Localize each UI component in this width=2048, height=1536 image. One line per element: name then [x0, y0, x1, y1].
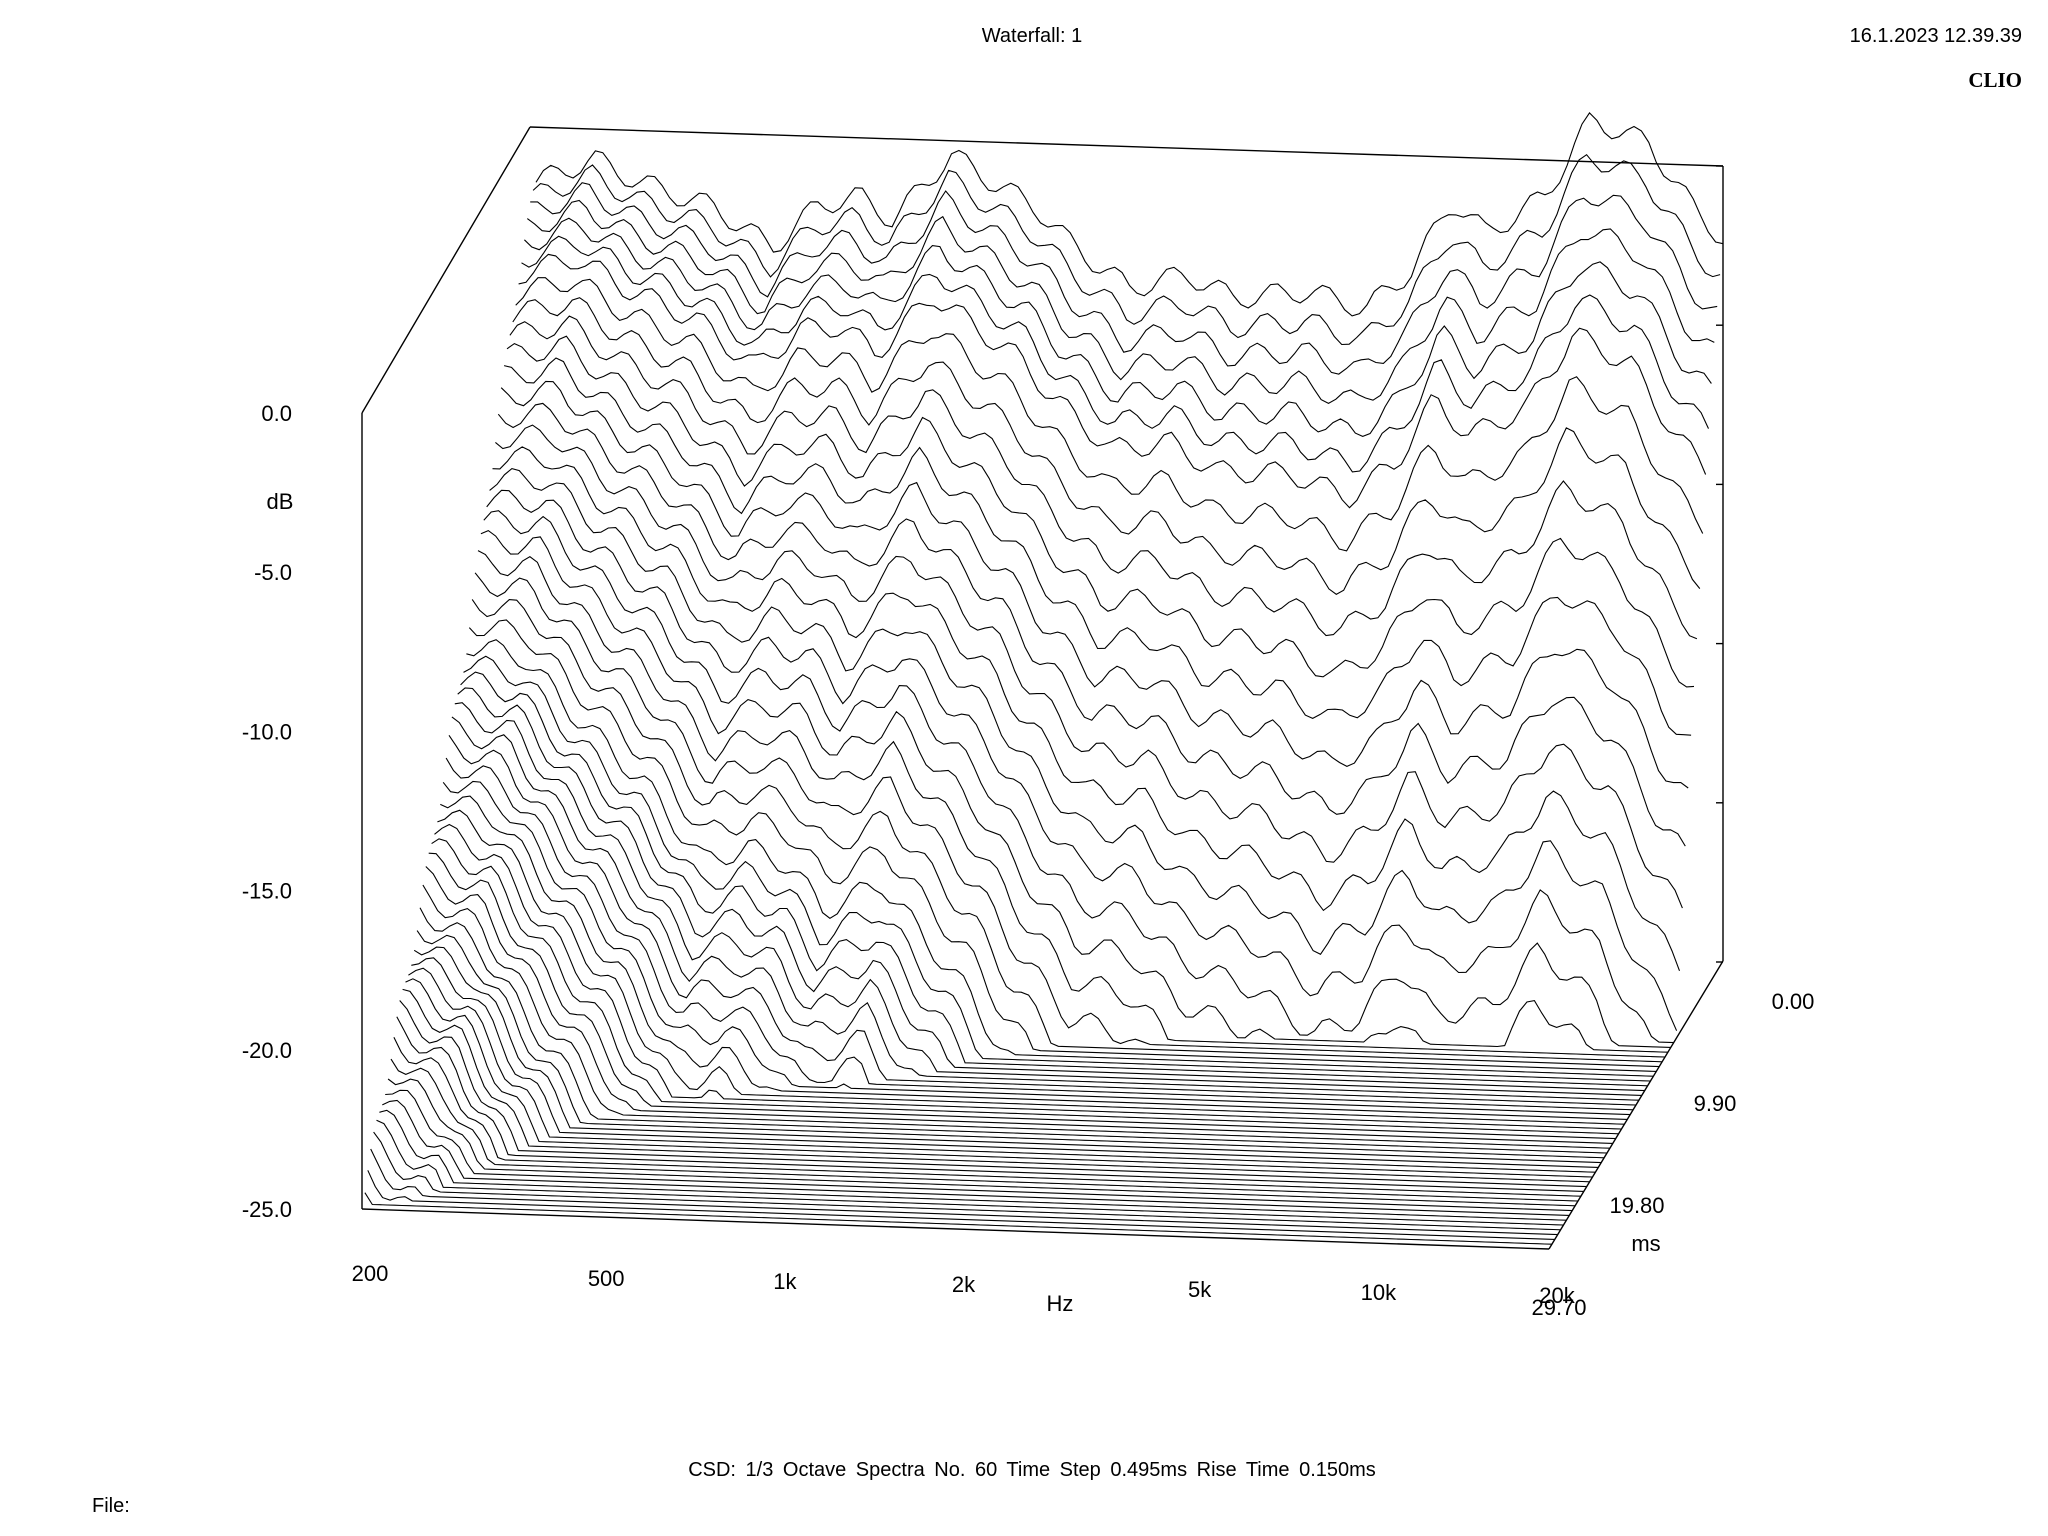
spectrum-trace [413, 946, 1602, 1164]
spectrum-trace [509, 315, 1698, 640]
y-tick-label: -25.0 [242, 1197, 292, 1222]
spectrum-trace [500, 380, 1689, 789]
measurement-datetime: 16.1.2023 12.39.39 [1849, 25, 2022, 47]
x-tick-label: 5k [1188, 1277, 1212, 1302]
spectrum-trace [402, 988, 1590, 1183]
spectrum-trace [385, 1089, 1573, 1212]
spectrum-trace [373, 1131, 1561, 1231]
spectrum-trace [376, 1119, 1564, 1226]
y-tick-label: -20.0 [242, 1038, 292, 1063]
spectrum-trace [460, 671, 1648, 1087]
spectrum-trace [419, 907, 1608, 1154]
spectrum-trace [535, 112, 1724, 317]
spectrum-trace [503, 357, 1692, 736]
spectrum-trace [477, 550, 1666, 1058]
y-tick-label: -10.0 [242, 719, 292, 744]
spectra-traces [364, 112, 1724, 1245]
spectrum-trace [532, 153, 1721, 346]
spectrum-trace [390, 1058, 1579, 1202]
spectrum-trace [437, 809, 1625, 1125]
spectrum-trace [442, 780, 1631, 1116]
spectrum-trace [425, 866, 1613, 1144]
x-tick-label: 20k [1539, 1283, 1575, 1308]
spectrum-trace [393, 1036, 1581, 1197]
x-axis-label: Hz [1047, 1291, 1074, 1316]
y-axis-label: dB [267, 489, 294, 514]
spectrum-trace [451, 716, 1639, 1101]
left-top-edge [361, 126, 531, 414]
spectrum-trace [512, 297, 1701, 595]
z-tick-label: 19.80 [1609, 1193, 1664, 1218]
spectrum-trace [526, 199, 1715, 405]
spectrum-trace [422, 884, 1610, 1149]
spectrum-trace [445, 757, 1634, 1111]
spectrum-trace [370, 1148, 1558, 1236]
spectrum-trace [440, 795, 1628, 1120]
spectrum-trace [471, 599, 1660, 1068]
file-label: File: [92, 1495, 130, 1517]
spectrum-trace [428, 852, 1616, 1140]
spectrum-trace [387, 1078, 1576, 1207]
spectrum-trace [521, 235, 1709, 473]
spectrum-trace [524, 217, 1712, 437]
spectrum-trace [468, 619, 1657, 1072]
spectrum-trace [379, 1109, 1567, 1221]
y-tick-label: -5.0 [254, 560, 292, 585]
clio-logo: CLIO [1968, 68, 2022, 92]
spectrum-trace [431, 838, 1619, 1135]
x-tick-label: 500 [588, 1266, 625, 1291]
spectrum-trace [518, 253, 1707, 509]
spectrum-trace [396, 1016, 1584, 1192]
chart-title: Waterfall: 1 [981, 25, 1083, 47]
spectrum-trace [416, 930, 1605, 1159]
spectrum-trace [382, 1099, 1570, 1216]
z-axis-label: ms [1631, 1231, 1660, 1256]
axis-labels: dB Hz ms 200 500 1k 2k 5k 10k 20k 0.0 -5.0 -10.0 -… [242, 401, 1815, 1320]
plot-frame [361, 126, 1724, 1250]
spectrum-trace [454, 702, 1642, 1096]
y-tick-label: 0.0 [261, 401, 292, 426]
spectrum-trace [480, 529, 1668, 1053]
spectrum-trace [466, 639, 1654, 1077]
z-tick-label: 9.90 [1694, 1091, 1737, 1116]
spectrum-trace [408, 967, 1596, 1173]
spectrum-trace [486, 489, 1674, 1044]
spectrum-trace [434, 823, 1622, 1130]
spectrum-trace [364, 1192, 1552, 1245]
front-floor-edge [361, 1208, 1550, 1250]
csd-settings-info: CSD: 1/3 Octave Spectra No. 60 Time Step… [688, 1459, 1376, 1481]
y-tick-label: -15.0 [242, 879, 292, 904]
back-top-edge [529, 126, 1724, 167]
spectrum-trace [367, 1170, 1555, 1240]
spectrum-trace [495, 424, 1683, 909]
spectrum-trace [530, 182, 1718, 375]
x-tick-label: 200 [352, 1261, 389, 1286]
spectrum-trace [506, 335, 1695, 688]
spectrum-trace [457, 687, 1645, 1092]
z-tick-label: 0.00 [1772, 989, 1815, 1014]
spectrum-trace [463, 655, 1651, 1082]
spectrum-trace [483, 510, 1671, 1048]
spectrum-trace [399, 1000, 1587, 1188]
x-tick-label: 2k [952, 1272, 976, 1297]
spectrum-trace [474, 572, 1663, 1063]
spectrum-trace [405, 978, 1593, 1178]
x-tick-label: 1k [773, 1269, 797, 1294]
spectrum-trace [489, 467, 1678, 1031]
x-tick-label: 10k [1361, 1280, 1397, 1305]
spectrum-trace [448, 734, 1637, 1106]
spectrum-trace [411, 957, 1599, 1168]
z-tick-label: 29.70 [1531, 1295, 1586, 1320]
spectrum-trace [497, 402, 1686, 847]
spectrum-trace [515, 277, 1704, 552]
spectrum-trace [492, 446, 1681, 971]
